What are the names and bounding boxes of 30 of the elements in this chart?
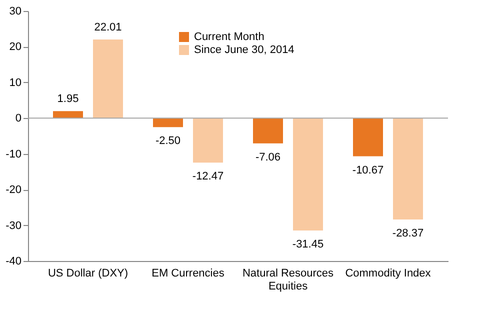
data-label: -28.37 [392, 227, 424, 240]
y-tick-label: 20 [9, 41, 22, 54]
bar [153, 118, 183, 128]
bar [93, 40, 123, 118]
bar [353, 118, 383, 156]
x-tick-label: US Dollar (DXY) [48, 268, 128, 280]
bar [193, 118, 223, 163]
data-label: -10.67 [352, 164, 384, 176]
y-tick-label: -10 [6, 148, 22, 160]
y-tick-label: 0 [15, 112, 22, 125]
bar [53, 111, 83, 118]
y-tick-label: -40 [6, 256, 22, 268]
y-tick-label: -30 [6, 220, 22, 232]
x-tick-label: Commodity Index [345, 268, 432, 280]
bar [293, 118, 323, 230]
bar [393, 118, 423, 220]
data-label: -2.50 [155, 135, 181, 148]
y-tick-label: 30 [9, 6, 22, 18]
data-label: -7.06 [255, 151, 281, 164]
legend-label: Since June 30, 2014 [194, 44, 294, 56]
legend-label: Current Month [194, 31, 264, 43]
data-label: -12.47 [192, 170, 224, 183]
y-tick-label: -20 [6, 184, 22, 196]
x-tick-label: Natural Resources Equities [242, 268, 334, 292]
y-tick-label: 10 [9, 76, 22, 89]
data-label: -31.45 [292, 238, 324, 250]
bar [253, 118, 283, 144]
data-label: 22.01 [94, 22, 122, 34]
x-tick-label: EM Currencies [152, 268, 225, 280]
data-label: 1.95 [57, 93, 79, 106]
